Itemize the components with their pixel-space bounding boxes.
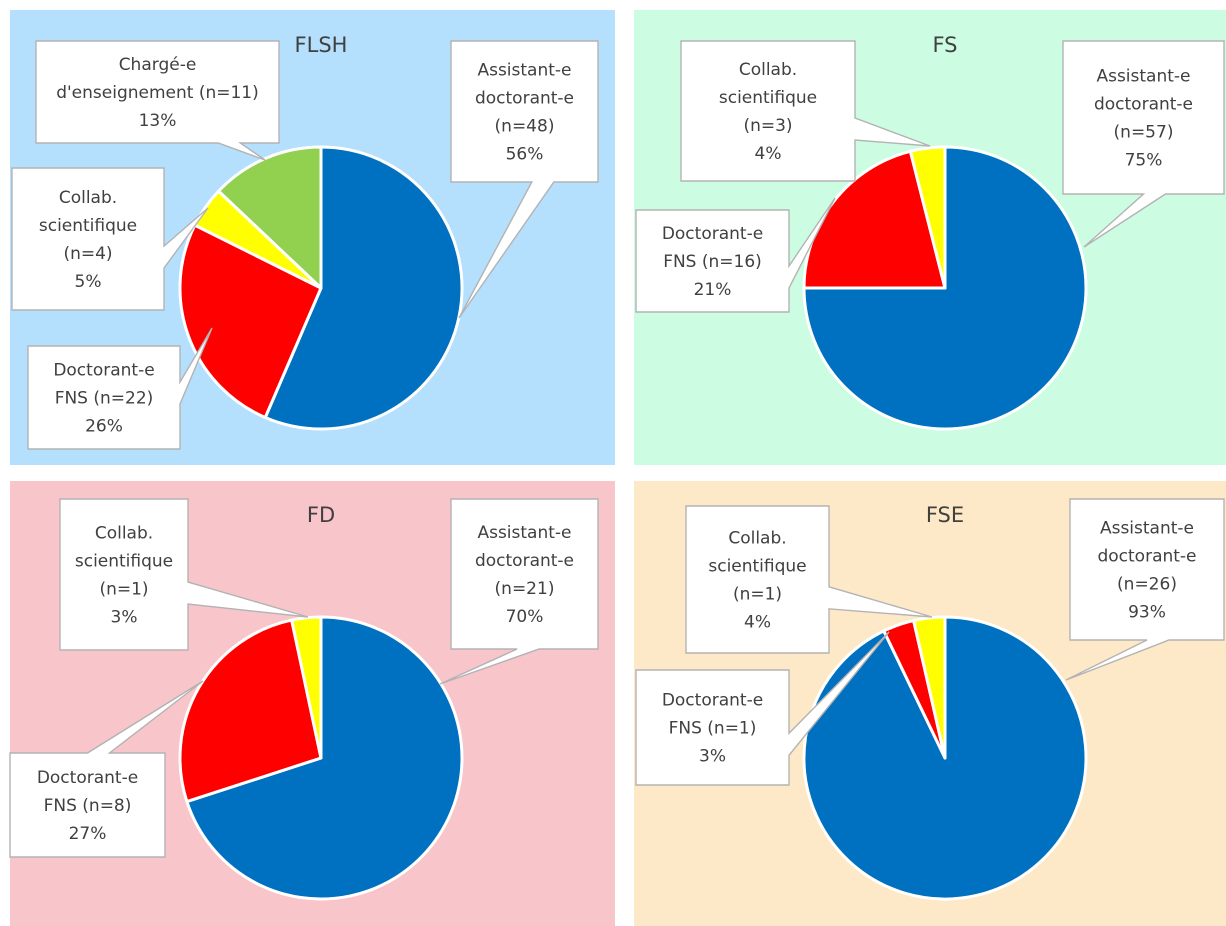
data-label-assistant: Assistant-e doctorant-e (n=21) 70% <box>439 498 599 685</box>
data-label-doctorant-fns: Doctorant-e FNS (n=1) 3% <box>635 631 890 786</box>
data-label-line: doctorant-e <box>475 551 574 571</box>
pie-panel-flsh: Assistant-e doctorant-e (n=48) 56% Doctorant… <box>10 10 615 465</box>
data-label-collab: Collab. scientifique (n=4) 5% <box>11 167 209 311</box>
data-label-line: Collab. <box>59 188 117 208</box>
data-label-line: Assistant-e <box>1096 67 1190 87</box>
data-label-line: Assistant-e <box>477 523 571 543</box>
data-label-line: scientifique <box>719 88 817 108</box>
data-label-line: Doctorant-e <box>53 361 154 381</box>
data-label-line: scientifique <box>75 552 173 572</box>
pie-panel-fs: Assistant-e doctorant-e (n=57) 75% Doctorant… <box>634 10 1226 465</box>
data-label-line: Collab. <box>739 60 797 80</box>
pie-slice-assistant <box>263 145 464 431</box>
callout-box <box>635 631 890 786</box>
callout-box <box>9 680 204 858</box>
data-label-line: doctorant-e <box>1097 547 1196 567</box>
data-label-line: FNS (n=1) <box>669 719 757 739</box>
data-label-line: 21% <box>694 280 732 300</box>
data-label-line: doctorant-e <box>1094 95 1193 115</box>
data-label-line: 75% <box>1125 151 1163 171</box>
data-label-assistant: Assistant-e doctorant-e (n=48) 56% <box>450 40 599 319</box>
data-label-line: Assistant-e <box>477 61 571 81</box>
data-label-assistant: Assistant-e doctorant-e (n=57) 75% <box>1062 40 1225 248</box>
data-label-line: 4% <box>744 613 771 633</box>
data-label-line: Collab. <box>95 524 153 544</box>
chart-title: FD <box>307 503 335 527</box>
data-label-line: (n=48) <box>495 117 555 137</box>
data-label-line: Doctorant-e <box>662 224 763 244</box>
pie-slice-collab <box>908 145 947 290</box>
data-label-line: 3% <box>699 747 726 767</box>
data-label-line: d'enseignement (n=11) <box>56 83 259 103</box>
data-label-line: 4% <box>755 144 782 164</box>
callout-box <box>685 505 933 654</box>
callout-box <box>11 167 209 311</box>
chart-title: FLSH <box>295 33 348 57</box>
pie-slice-collab <box>912 615 947 760</box>
data-label-line: FNS (n=16) <box>663 252 762 272</box>
callout-box <box>439 498 599 685</box>
callout-box <box>635 197 836 313</box>
data-label-line: (n=26) <box>1117 575 1177 595</box>
chart-title: FS <box>932 33 957 57</box>
data-label-doctorant-fns: Doctorant-e FNS (n=16) 21% <box>635 197 836 313</box>
callout-box <box>450 40 599 319</box>
callout-box <box>59 498 309 651</box>
data-label-line: (n=21) <box>495 579 555 599</box>
data-label-line: 70% <box>506 607 544 627</box>
callout-box <box>27 327 213 450</box>
data-label-collab: Collab. scientifique (n=1) 4% <box>685 505 933 654</box>
callout-box <box>680 40 931 182</box>
data-label-line: Doctorant-e <box>37 768 138 788</box>
data-label-line: (n=4) <box>63 244 112 264</box>
data-label-line: 56% <box>506 145 544 165</box>
data-label-line: (n=1) <box>99 580 148 600</box>
data-label-doctorant-fns: Doctorant-e FNS (n=8) 27% <box>9 680 204 858</box>
data-label-line: Collab. <box>728 529 786 549</box>
data-label-line: Assistant-e <box>1100 519 1194 539</box>
callout-box <box>35 40 280 161</box>
data-label-line: 26% <box>85 417 123 437</box>
callout-box <box>1062 40 1225 248</box>
data-label-line: 13% <box>139 111 177 131</box>
data-label-collab: Collab. scientifique (n=3) 4% <box>680 40 931 182</box>
pie-slice-doctorant-fns <box>178 618 323 804</box>
pie-slice-collab <box>290 615 323 760</box>
chart-title: FSE <box>926 503 964 527</box>
data-label-line: (n=57) <box>1114 123 1174 143</box>
data-label-line: doctorant-e <box>475 89 574 109</box>
data-label-line: 93% <box>1128 603 1166 623</box>
callout-box <box>1065 498 1225 681</box>
pie-slice-doctorant-fns <box>178 223 323 420</box>
data-label-line: (n=1) <box>733 585 782 605</box>
data-label-collab: Collab. scientifique (n=1) 3% <box>59 498 309 651</box>
pie-panel-fd: Assistant-e doctorant-e (n=21) 70% Doctorant… <box>9 481 615 926</box>
data-label-line: FNS (n=8) <box>44 796 132 816</box>
data-label-line: scientifique <box>708 557 806 577</box>
data-label-line: 5% <box>75 272 102 292</box>
data-label-assistant: Assistant-e doctorant-e (n=26) 93% <box>1065 498 1225 681</box>
data-label-line: scientifique <box>39 216 137 236</box>
data-label-line: Chargé-e <box>119 55 197 75</box>
data-label-line: FNS (n=22) <box>55 389 154 409</box>
pie-slice-assistant <box>185 615 464 901</box>
pie-slice-assistant <box>802 145 1088 431</box>
data-label-charge: Chargé-e d'enseignement (n=11) 13% <box>35 40 280 161</box>
pie-slice-charge <box>217 145 323 290</box>
data-label-line: Doctorant-e <box>662 691 763 711</box>
pie-panel-fse: Assistant-e doctorant-e (n=26) 93% Doctorant… <box>634 481 1226 926</box>
data-label-line: 27% <box>69 824 107 844</box>
data-label-doctorant-fns: Doctorant-e FNS (n=22) 26% <box>27 327 213 450</box>
data-label-line: (n=3) <box>743 116 792 136</box>
data-label-line: 3% <box>111 608 138 628</box>
